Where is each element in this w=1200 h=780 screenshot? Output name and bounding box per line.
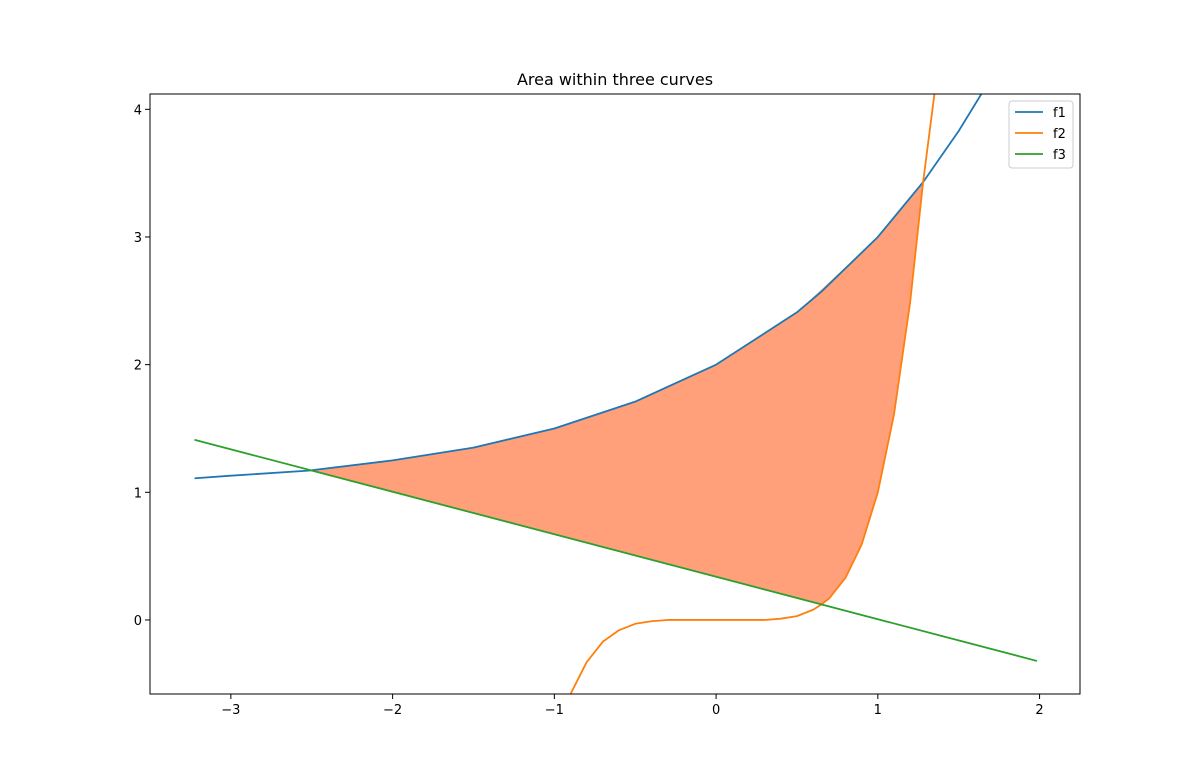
- y-tick-label: 3: [134, 231, 142, 246]
- filled-region: [308, 182, 924, 605]
- x-tick-label: 2: [1035, 703, 1043, 718]
- x-tick-label: −2: [383, 703, 402, 718]
- legend-entry-f3: f3: [1053, 148, 1066, 163]
- legend-box: [1008, 100, 1074, 169]
- plot-frame: [149, 93, 1081, 695]
- x-tick-label: −1: [545, 703, 564, 718]
- legend-entry-f1: f1: [1053, 106, 1066, 121]
- axes: −3 −2 −1 0 1 2 0 1 2 3 4: [134, 93, 1081, 718]
- series-line-f3: [194, 439, 1038, 662]
- x-tick-label: 0: [712, 703, 720, 718]
- legend-entry-f2: f2: [1053, 127, 1066, 142]
- y-tick-label: 0: [134, 614, 142, 629]
- chart-title: Area within three curves: [517, 70, 713, 89]
- series-line-f2: [569, 94, 936, 694]
- x-tick-label: 1: [874, 703, 882, 718]
- plot-area: [194, 94, 1038, 694]
- series-line-f1: [194, 94, 983, 480]
- y-tick-label: 4: [134, 103, 142, 118]
- y-tick-label: 1: [134, 486, 142, 501]
- y-tick-label: 2: [134, 359, 142, 374]
- legend: f1 f2 f3: [1008, 100, 1074, 169]
- x-tick-label: −3: [221, 703, 240, 718]
